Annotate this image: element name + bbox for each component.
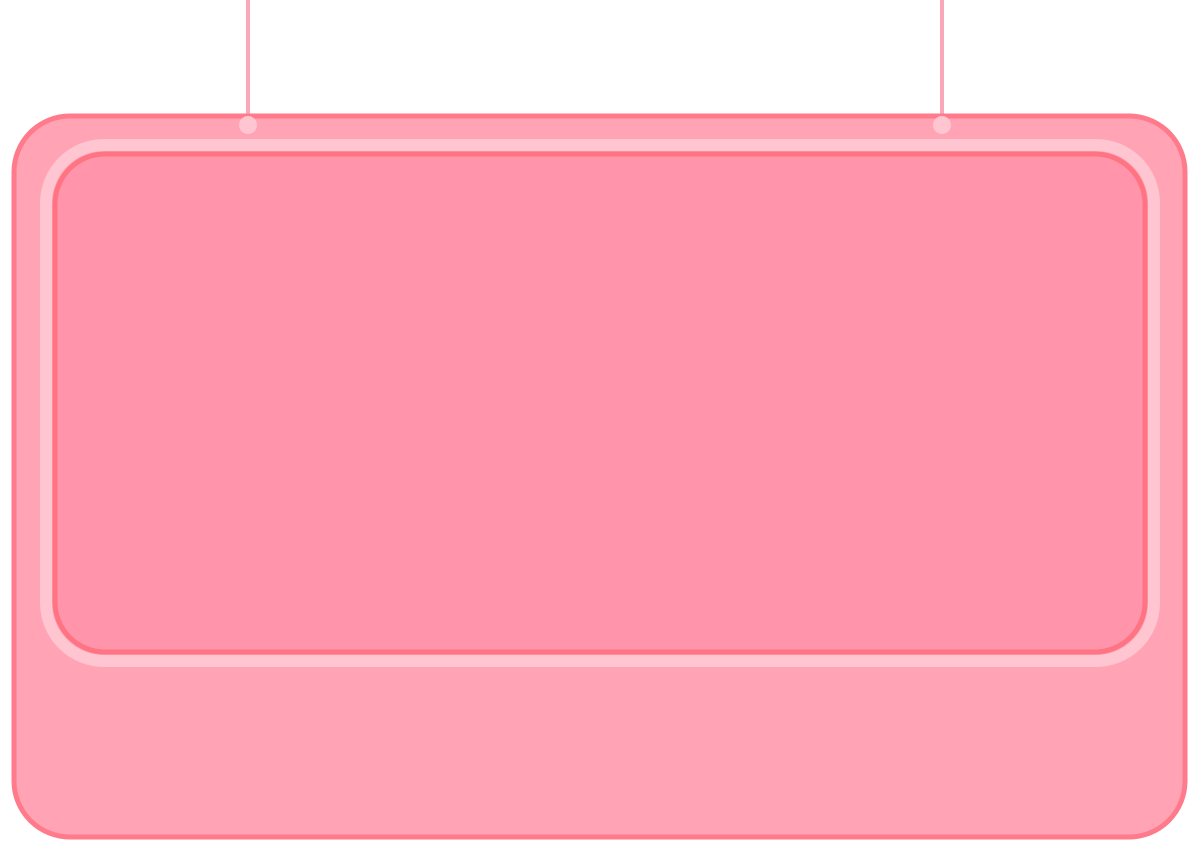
sign-inner-frame	[40, 139, 1160, 667]
left-cord-anchor	[239, 116, 257, 134]
sign-display-panel	[52, 151, 1148, 655]
right-cord-anchor	[933, 116, 951, 134]
